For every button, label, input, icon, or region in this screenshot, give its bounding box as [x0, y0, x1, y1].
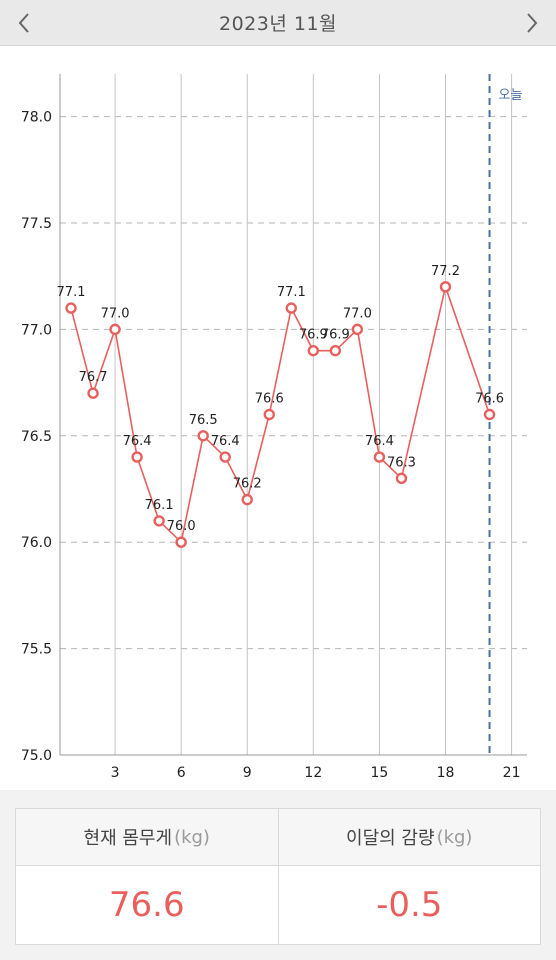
- monthly-change-unit: (kg): [436, 826, 473, 848]
- chevron-left-icon: [18, 13, 29, 33]
- today-marker-label: 오늘: [499, 88, 523, 103]
- x-tick-label: 21: [503, 765, 521, 781]
- data-point: [285, 302, 297, 314]
- data-point: [65, 302, 77, 314]
- current-weight-header: 현재 몸무게 (kg): [16, 809, 278, 866]
- x-tick-label: 15: [370, 765, 388, 781]
- data-label: 76.4: [211, 434, 240, 449]
- x-tick-label: 3: [111, 765, 120, 781]
- data-point: [329, 344, 342, 357]
- x-tick-label: 9: [243, 765, 252, 781]
- y-tick-label: 77.5: [21, 216, 52, 232]
- current-weight-value: 76.6: [108, 885, 185, 925]
- data-point: [351, 323, 364, 336]
- data-label: 76.5: [189, 413, 218, 428]
- data-label: 76.0: [167, 519, 196, 534]
- data-label: 76.7: [79, 370, 108, 385]
- y-tick-label: 76.0: [21, 535, 52, 551]
- data-label: 77.0: [343, 306, 372, 321]
- current-weight-unit: (kg): [174, 826, 210, 848]
- monthly-change-value: -0.5: [376, 885, 443, 925]
- data-label: 76.6: [475, 392, 504, 407]
- data-point: [373, 451, 386, 463]
- month-header: 2023년 11월: [0, 0, 556, 46]
- x-tick-label: 6: [177, 765, 186, 781]
- data-label: 76.4: [365, 434, 394, 449]
- data-point: [395, 472, 408, 485]
- data-point: [175, 536, 187, 548]
- data-label: 76.9: [321, 328, 350, 343]
- y-tick-label: 78.0: [21, 110, 52, 126]
- data-label: 77.1: [57, 285, 86, 300]
- monthly-change-card: 이달의 감량 (kg) -0.5: [277, 809, 540, 944]
- chevron-right-icon: [527, 13, 538, 33]
- data-point: [307, 344, 320, 357]
- data-label: 77.1: [277, 285, 306, 300]
- data-point: [439, 281, 452, 293]
- current-weight-label: 현재 몸무게: [83, 828, 173, 849]
- data-point: [131, 451, 143, 463]
- data-point: [241, 493, 253, 506]
- y-tick-label: 77.0: [21, 322, 52, 338]
- month-title: 2023년 11월: [218, 13, 338, 35]
- data-point: [483, 408, 496, 421]
- prev-month-button[interactable]: [6, 6, 42, 40]
- data-label: 76.2: [233, 477, 262, 492]
- data-point: [87, 387, 99, 399]
- data-label: 76.9: [299, 328, 328, 343]
- monthly-change-label: 이달의 감량: [346, 828, 435, 849]
- data-label: 76.6: [255, 392, 284, 407]
- data-label: 76.1: [145, 498, 174, 513]
- next-month-button[interactable]: [514, 6, 550, 40]
- y-tick-label: 76.5: [21, 429, 52, 445]
- weight-chart: 75.0 75.5 76.0 76.5 77.0 77.5 78.0 3 6 9 12 15 18 21 오…: [0, 46, 556, 790]
- data-label: 77.0: [101, 306, 130, 321]
- x-tick-label: 18: [437, 765, 455, 781]
- data-point: [263, 408, 275, 421]
- data-point: [197, 430, 209, 442]
- current-weight-card: 현재 몸무게 (kg) 76.6: [16, 809, 278, 944]
- monthly-change-header: 이달의 감량 (kg): [278, 809, 540, 866]
- data-point: [219, 451, 231, 463]
- data-point: [109, 323, 121, 336]
- data-label: 76.4: [123, 434, 152, 449]
- data-point: [153, 515, 165, 527]
- data-label: 76.3: [387, 455, 416, 470]
- weight-line-chart: 75.0 75.5 76.0 76.5 77.0 77.5 78.0 3 6 9 12 15 18 21 오…: [21, 74, 527, 781]
- weight-stats-panel: 현재 몸무게 (kg) 76.6 이달의 감량 (kg) -0.5: [15, 808, 541, 945]
- series-line: [70, 283, 491, 544]
- data-label: 77.2: [431, 264, 460, 279]
- y-tick-label: 75.5: [21, 642, 52, 658]
- y-tick-label: 75.0: [21, 748, 52, 764]
- x-tick-label: 12: [304, 765, 322, 781]
